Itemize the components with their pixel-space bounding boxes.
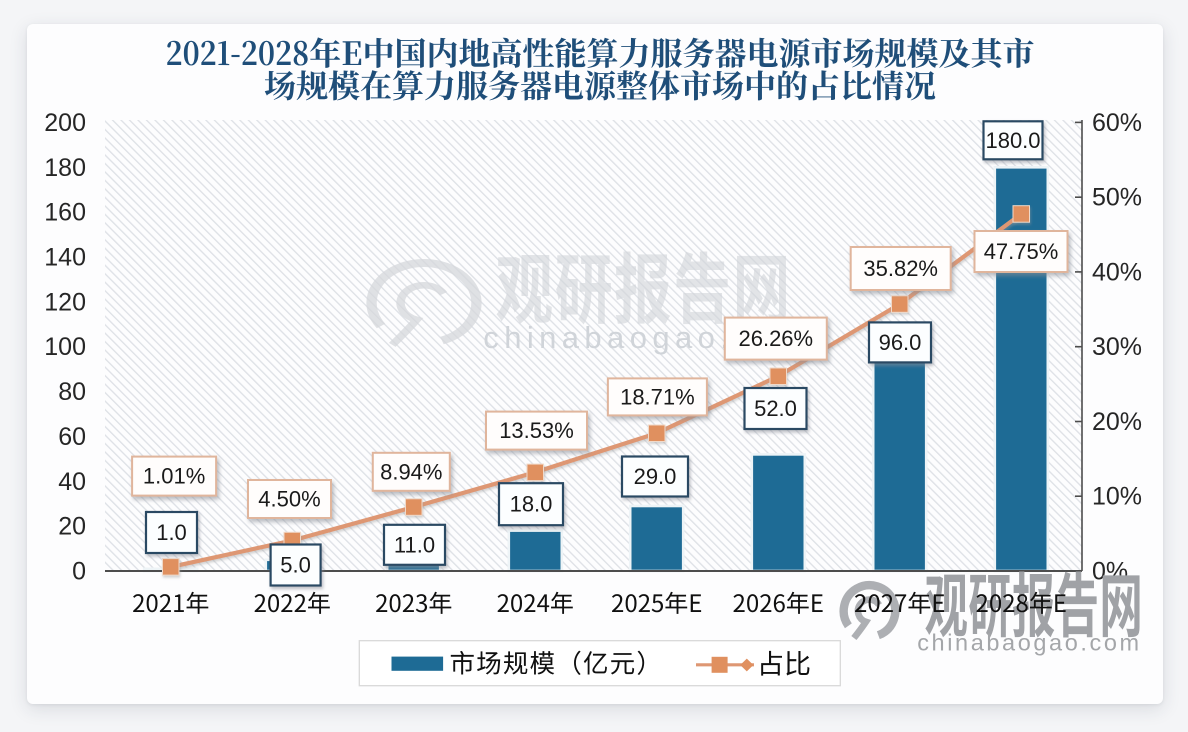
svg-text:52.0: 52.0 bbox=[754, 396, 797, 421]
svg-text:180.0: 180.0 bbox=[985, 128, 1040, 153]
svg-text:60%: 60% bbox=[1092, 109, 1142, 137]
svg-text:0: 0 bbox=[72, 558, 86, 586]
svg-text:80: 80 bbox=[58, 378, 86, 406]
svg-text:4.50%: 4.50% bbox=[258, 487, 320, 512]
svg-text:140: 140 bbox=[44, 244, 86, 272]
svg-text:10%: 10% bbox=[1092, 483, 1142, 511]
svg-text:5.0: 5.0 bbox=[280, 553, 311, 578]
svg-text:180: 180 bbox=[44, 154, 86, 182]
svg-text:100: 100 bbox=[44, 333, 86, 361]
svg-text:13.53%: 13.53% bbox=[499, 418, 574, 443]
svg-text:60: 60 bbox=[58, 423, 86, 451]
svg-text:40: 40 bbox=[58, 468, 86, 496]
svg-text:1.01%: 1.01% bbox=[143, 464, 205, 489]
svg-text:40%: 40% bbox=[1092, 258, 1142, 286]
svg-text:96.0: 96.0 bbox=[879, 330, 922, 355]
svg-text:20: 20 bbox=[58, 513, 86, 541]
svg-text:26.26%: 26.26% bbox=[738, 326, 813, 351]
svg-text:18.0: 18.0 bbox=[510, 492, 553, 517]
svg-text:8.94%: 8.94% bbox=[380, 459, 442, 484]
svg-text:18.71%: 18.71% bbox=[620, 384, 695, 409]
svg-text:30%: 30% bbox=[1092, 333, 1142, 361]
svg-text:120: 120 bbox=[44, 288, 86, 316]
svg-text:160: 160 bbox=[44, 199, 86, 227]
svg-text:47.75%: 47.75% bbox=[984, 239, 1059, 264]
svg-text:200: 200 bbox=[44, 109, 86, 137]
svg-text:1.0: 1.0 bbox=[156, 520, 187, 545]
svg-text:35.82%: 35.82% bbox=[863, 256, 938, 281]
svg-text:29.0: 29.0 bbox=[634, 464, 677, 489]
svg-text:50%: 50% bbox=[1092, 184, 1142, 212]
svg-text:chinabaogao.com: chinabaogao.com bbox=[917, 630, 1142, 656]
svg-text:20%: 20% bbox=[1092, 408, 1142, 436]
svg-text:11.0: 11.0 bbox=[394, 532, 435, 557]
